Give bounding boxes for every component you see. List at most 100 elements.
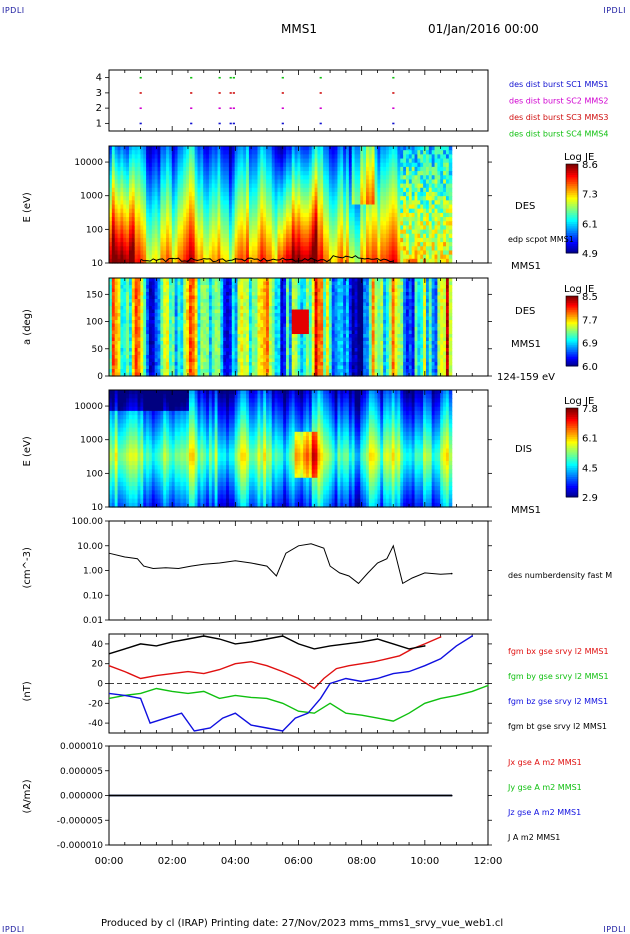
current-series-end-point	[450, 794, 453, 797]
burst-marker	[139, 92, 142, 94]
burst-marker	[190, 76, 193, 79]
bfield-series-end-point	[439, 636, 442, 638]
burst-marker	[229, 92, 232, 94]
burst-frame	[108, 69, 489, 132]
des_pitch-colorbar	[566, 296, 578, 367]
bfield-series-end-point	[487, 684, 489, 687]
density-ytick-label: 0.01	[83, 616, 103, 626]
des_energy-colorbar-tick: 8.6	[582, 160, 598, 171]
footer-credit: Produced by cl (IRAP) Printing date: 27/…	[101, 918, 504, 929]
current-ytick-label: 0.000010	[60, 742, 103, 752]
dis_energy-colorbar-tick: 7.8	[582, 404, 598, 415]
burst-marker	[281, 76, 284, 79]
current-ytick-label: -0.000010	[57, 841, 103, 851]
corner-logo-top-right: IPDLI	[603, 6, 626, 15]
des_pitch-ytick-label: 150	[86, 290, 103, 300]
burst-marker	[190, 122, 193, 125]
burst-ytick-label: 1	[96, 118, 102, 129]
burst-marker	[139, 107, 142, 110]
des_energy-ytick-label: 1000	[80, 192, 103, 202]
burst-marker	[319, 92, 322, 94]
corner-logo-bottom-left: IPDLI	[2, 925, 25, 934]
bfield-series-end-point	[471, 635, 474, 637]
burst-marker	[392, 92, 395, 94]
bfield-ytick-label: 0	[97, 680, 103, 690]
dis_energy-colorbar-title: Log JE	[564, 396, 594, 407]
burst-marker	[139, 76, 142, 79]
dis_energy-ytick-label: 1000	[80, 436, 103, 446]
density-ylabel: (cm^-3)	[22, 547, 33, 588]
burst-ytick-label: 2	[96, 103, 102, 114]
des_energy-ytick-label: 10	[92, 259, 104, 269]
des-energy-label: DES	[515, 201, 535, 212]
density-frame	[108, 520, 489, 621]
burst-marker	[281, 92, 284, 94]
current-legend-2: Jy gse A m2 MMS1	[507, 783, 582, 792]
bfield-ylabel: (nT)	[22, 681, 33, 701]
dis-energy-sc-label: MMS1	[511, 505, 541, 516]
burst-marker	[218, 92, 221, 94]
current-ytick-label: 0.000000	[60, 792, 103, 802]
burst-marker	[319, 122, 322, 125]
density-series-end-point	[450, 572, 453, 575]
density-ytick-label: 0.10	[83, 591, 103, 601]
des_pitch-colorbar-tick: 8.5	[582, 292, 598, 303]
burst-marker	[319, 76, 322, 79]
burst-marker	[392, 76, 395, 79]
des_pitch-colorbar-title: Log JE	[564, 284, 594, 295]
bfield-ytick-label: 40	[92, 640, 104, 650]
des_energy-colorbar-tick: 4.9	[582, 249, 598, 260]
des_pitch-ytick-label: 100	[86, 318, 103, 328]
burst-marker	[229, 122, 232, 125]
current-legend-1: Jx gse A m2 MMS1	[507, 758, 582, 767]
burst-marker	[281, 122, 284, 125]
time-tick-label: 04:00	[221, 856, 250, 867]
bfield-series-end-point	[424, 645, 426, 647]
des-pitch-energy-range: 124-159 eV	[497, 372, 555, 383]
density-series-1	[108, 543, 452, 585]
burst-marker	[392, 122, 395, 125]
dis-energy-label: DIS	[515, 444, 532, 455]
scpot-trace	[140, 255, 394, 263]
dis_energy-colorbar	[566, 408, 578, 498]
corner-logo-bottom-right: IPDLI	[603, 925, 626, 934]
burst-marker	[190, 107, 193, 110]
density-ytick-label: 10.00	[77, 542, 103, 552]
burst-legend-4: des dist burst SC4 MMS4	[509, 130, 608, 139]
bfield-series-4	[108, 635, 425, 655]
des_pitch-colorbar-tick: 6.9	[582, 339, 598, 350]
des_pitch-colorbar-tick: 6.0	[582, 362, 598, 373]
bfield-ytick-label: -20	[88, 699, 103, 709]
des-pitch-label: DES	[515, 306, 535, 317]
bfield-ytick-label: 20	[92, 660, 104, 670]
des_energy-colorbar-tick: 6.1	[582, 219, 598, 230]
time-tick-label: 10:00	[410, 856, 439, 867]
current-ylabel: (A/m2)	[22, 779, 33, 813]
corner-logo-top-left: IPDLI	[2, 6, 25, 15]
dis_energy-colorbar-tick: 2.9	[582, 493, 598, 504]
burst-marker	[232, 76, 235, 79]
des-pitch-sc-label: MMS1	[511, 339, 541, 350]
burst-marker	[232, 122, 235, 125]
dis_energy-heatmap	[109, 390, 453, 508]
des_pitch-ytick-label: 50	[92, 345, 104, 355]
des_pitch-ytick-label: 0	[97, 372, 103, 382]
burst-marker	[218, 122, 221, 125]
bfield-series-2	[108, 684, 489, 722]
density-legend-1: des numberdensity fast M	[508, 571, 612, 580]
dis_energy-ytick-label: 10	[92, 503, 104, 513]
bfield-legend-2: fgm by gse srvy l2 MMS1	[508, 672, 609, 681]
bfield-legend-4: fgm bt gse srvy l2 MMS1	[508, 722, 607, 731]
time-tick-label: 02:00	[158, 856, 187, 867]
des_pitch-heatmap	[109, 278, 453, 377]
dis_energy-ytick-label: 100	[86, 469, 103, 479]
bfield-legend-1: fgm bx gse srvy l2 MMS1	[508, 647, 609, 656]
burst-legend-2: des dist burst SC2 MMS2	[509, 97, 608, 106]
bfield-legend-3: fgm bz gse srvy l2 MMS1	[508, 697, 608, 706]
des_pitch-ylabel: a (deg)	[22, 309, 33, 345]
des_energy-colorbar-title: Log JE	[564, 152, 594, 163]
des_energy-ylabel: E (eV)	[22, 192, 33, 222]
burst-marker	[232, 107, 235, 110]
time-tick-label: 00:00	[95, 856, 124, 867]
bfield-ytick-label: -40	[88, 719, 103, 729]
